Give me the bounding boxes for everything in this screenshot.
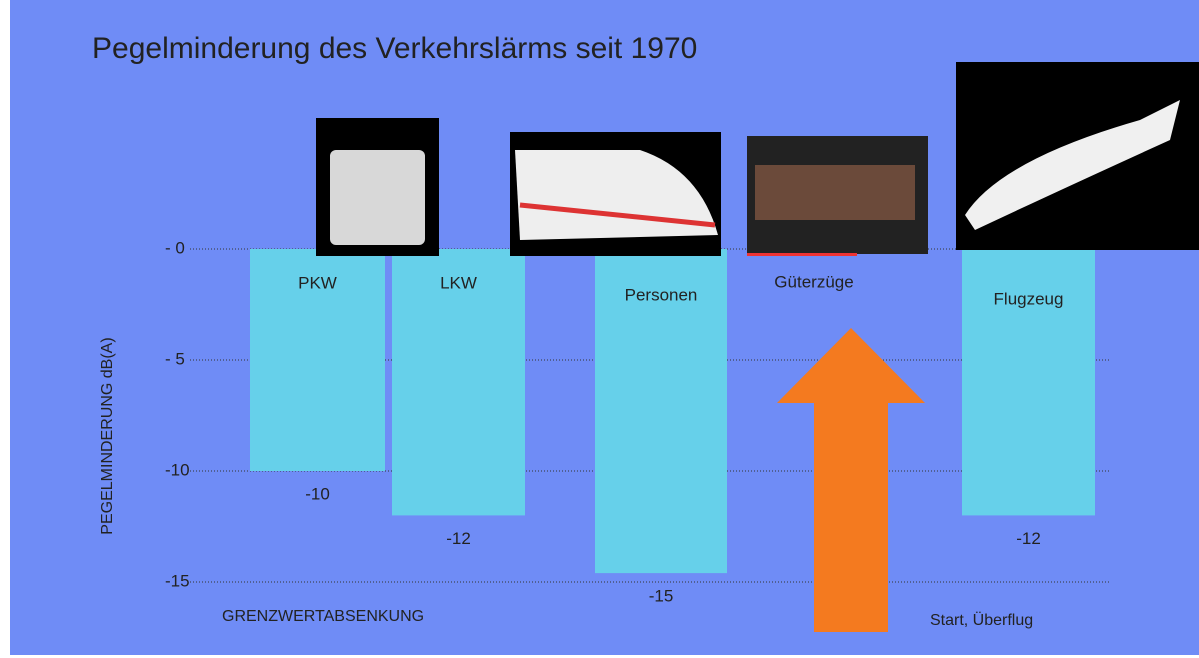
value-label: -12	[446, 529, 471, 548]
truck-shape	[330, 150, 425, 245]
y-tick-label: -15	[165, 571, 190, 590]
y-tick-label: - 0	[165, 238, 185, 257]
freight-shape	[755, 165, 915, 220]
category-label: LKW	[440, 273, 477, 292]
chart: Pegelminderung des Verkehrslärms seit 19…	[0, 0, 1199, 658]
y-tick-label: - 5	[165, 349, 185, 368]
chart-title: Pegelminderung des Verkehrslärms seit 19…	[92, 32, 697, 65]
freight-line	[747, 253, 857, 256]
y-tick-label: -10	[165, 460, 190, 479]
value-label: -12	[1016, 529, 1041, 548]
annotation: GRENZWERTABSENKUNG	[222, 608, 424, 625]
category-label: Güterzüge	[774, 272, 853, 291]
category-label: Flugzeug	[994, 289, 1064, 308]
category-label: Personen	[625, 285, 698, 304]
y-axis-label: PEGELMINDERUNG dB(A)	[99, 337, 116, 534]
value-label: -10	[305, 484, 330, 503]
value-label: -15	[649, 587, 674, 606]
category-label: PKW	[298, 273, 337, 292]
annotation: Start, Überflug	[930, 611, 1033, 629]
